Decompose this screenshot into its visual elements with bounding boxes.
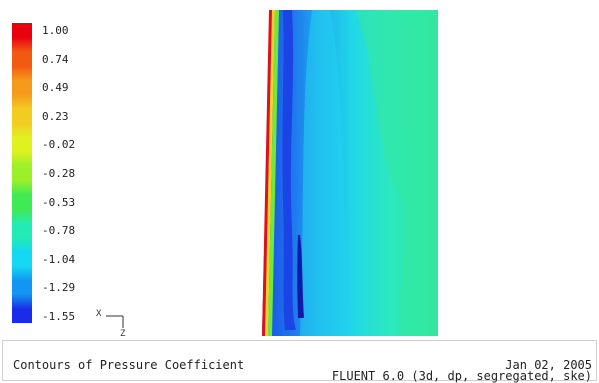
axes-triad-icon — [106, 315, 124, 328]
contour-dark-core — [282, 10, 296, 330]
legend-label: 0.74 — [42, 53, 69, 66]
legend-label: -0.53 — [42, 196, 76, 209]
legend-label: -1.04 — [42, 253, 76, 266]
legend-label: -0.02 — [42, 138, 76, 151]
legend-swatch — [12, 280, 32, 294]
legend-swatch — [12, 309, 32, 323]
legend-label: 1.00 — [42, 24, 69, 37]
legend-swatch-blend — [12, 66, 32, 81]
solver-info: FLUENT 6.0 (3d, dp, segregated, ske) — [331, 369, 592, 383]
legend-swatch — [12, 195, 32, 209]
contour-plot — [262, 10, 438, 336]
plot-footer: Contours of Pressure Coefficient Jan 02,… — [2, 340, 597, 383]
plot-date: Jan 02, 2005 — [505, 358, 592, 372]
legend-swatch-blend — [12, 237, 32, 252]
legend-label: -0.28 — [42, 167, 76, 180]
legend-swatch-blend — [12, 294, 32, 309]
legend-label: -0.78 — [42, 224, 76, 237]
plot-title: Contours of Pressure Coefficient — [13, 358, 245, 372]
x-axis-label: X — [96, 309, 102, 319]
contour-green-region — [355, 10, 438, 336]
legend-swatch — [12, 223, 32, 237]
colormap-legend: 1.00 0.74 0.49 0.23 -0.02 -0.28 -0.53 -0.78 -1.0… — [12, 23, 76, 333]
legend-swatch — [12, 23, 32, 37]
legend-swatch-blend — [12, 37, 32, 52]
legend-swatch — [12, 137, 32, 151]
z-axis-label: Z — [120, 329, 126, 339]
legend-label: 0.49 — [42, 81, 69, 94]
leading-edge-green — [268, 10, 279, 336]
legend-label: -1.29 — [42, 281, 76, 294]
legend-swatch — [12, 52, 32, 66]
contour-cyan-region — [300, 10, 352, 336]
axes-triad: X Z — [96, 308, 136, 342]
legend-label: -1.55 — [42, 310, 76, 323]
legend-swatch — [12, 166, 32, 180]
legend-swatch-blend — [12, 94, 32, 109]
leading-edge-red — [262, 10, 272, 336]
legend-label: 0.23 — [42, 110, 69, 123]
legend-swatch — [12, 80, 32, 94]
legend-swatch-blend — [12, 180, 32, 195]
contour-low-spot — [297, 235, 304, 318]
leading-edge-yellow — [265, 10, 275, 336]
legend-swatch — [12, 252, 32, 266]
legend-swatch-blend — [12, 151, 32, 166]
legend-swatch-blend — [12, 266, 32, 281]
legend-swatch-blend — [12, 123, 32, 138]
legend-swatch-blend — [12, 209, 32, 224]
legend-swatch — [12, 109, 32, 123]
